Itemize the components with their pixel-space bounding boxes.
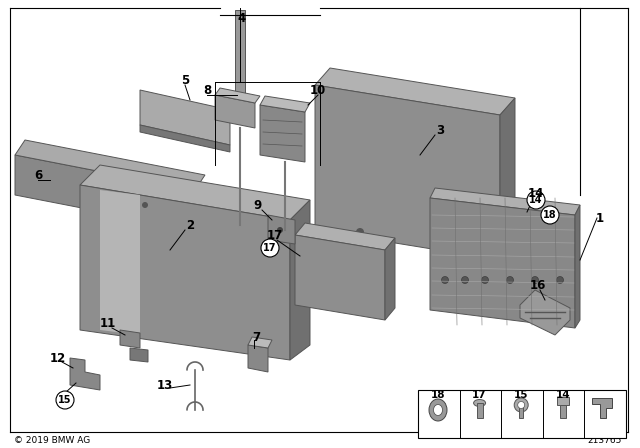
Polygon shape <box>140 125 230 152</box>
Text: 4: 4 <box>238 12 246 25</box>
Polygon shape <box>215 95 255 128</box>
Text: 15: 15 <box>514 390 529 400</box>
Polygon shape <box>80 165 310 220</box>
Text: 1: 1 <box>596 211 604 224</box>
Polygon shape <box>430 198 575 328</box>
Circle shape <box>531 276 538 284</box>
Ellipse shape <box>474 400 486 406</box>
Text: 17: 17 <box>472 390 487 400</box>
Circle shape <box>481 276 488 284</box>
Circle shape <box>442 276 449 284</box>
Polygon shape <box>15 155 195 230</box>
Text: 6: 6 <box>34 168 42 181</box>
Text: 16: 16 <box>530 279 546 292</box>
Text: 17: 17 <box>263 243 276 253</box>
Polygon shape <box>315 85 500 260</box>
Polygon shape <box>235 10 245 95</box>
Polygon shape <box>100 190 140 335</box>
Bar <box>477 403 483 418</box>
Ellipse shape <box>429 399 447 421</box>
Text: 12: 12 <box>50 352 66 365</box>
Text: 10: 10 <box>310 83 326 96</box>
Bar <box>519 405 524 418</box>
Circle shape <box>461 276 468 284</box>
Polygon shape <box>15 140 205 190</box>
Circle shape <box>261 239 279 257</box>
Text: 3: 3 <box>436 124 444 137</box>
Polygon shape <box>80 185 290 360</box>
Bar <box>557 397 569 405</box>
Polygon shape <box>268 215 295 244</box>
Polygon shape <box>248 337 272 348</box>
Polygon shape <box>260 105 305 162</box>
Text: 15: 15 <box>58 395 72 405</box>
Polygon shape <box>315 68 515 115</box>
Ellipse shape <box>433 405 442 415</box>
Polygon shape <box>593 398 612 418</box>
Polygon shape <box>430 188 580 215</box>
Circle shape <box>506 276 513 284</box>
Polygon shape <box>295 235 385 320</box>
Polygon shape <box>385 238 395 320</box>
Text: 14: 14 <box>529 195 543 205</box>
Circle shape <box>527 191 545 209</box>
Text: © 2019 BMW AG: © 2019 BMW AG <box>14 435 90 444</box>
Text: 18: 18 <box>431 390 445 400</box>
Text: 213765: 213765 <box>588 435 622 444</box>
Text: 14: 14 <box>528 186 544 199</box>
Text: 13: 13 <box>157 379 173 392</box>
Circle shape <box>142 202 148 208</box>
Polygon shape <box>260 96 310 112</box>
Circle shape <box>557 276 563 284</box>
Text: 9: 9 <box>254 198 262 211</box>
Polygon shape <box>500 98 515 260</box>
Polygon shape <box>140 90 230 145</box>
FancyBboxPatch shape <box>418 390 626 438</box>
Polygon shape <box>295 223 395 250</box>
Polygon shape <box>70 358 100 390</box>
Polygon shape <box>575 205 580 328</box>
Text: 8: 8 <box>203 83 211 96</box>
Bar <box>560 405 566 418</box>
Text: 18: 18 <box>543 210 557 220</box>
Text: 11: 11 <box>100 316 116 329</box>
Circle shape <box>277 227 283 233</box>
Circle shape <box>356 228 364 236</box>
Text: 7: 7 <box>252 331 260 344</box>
Polygon shape <box>215 88 260 103</box>
Circle shape <box>518 401 525 409</box>
Circle shape <box>514 398 528 412</box>
Text: 2: 2 <box>186 219 194 232</box>
Circle shape <box>56 391 74 409</box>
Circle shape <box>446 249 454 257</box>
Circle shape <box>541 206 559 224</box>
Polygon shape <box>130 348 148 362</box>
Polygon shape <box>120 330 140 348</box>
Text: 5: 5 <box>181 73 189 86</box>
Polygon shape <box>520 290 570 335</box>
Text: 14: 14 <box>556 390 570 400</box>
Polygon shape <box>290 200 310 360</box>
Polygon shape <box>248 345 268 372</box>
Text: 17: 17 <box>267 228 283 241</box>
